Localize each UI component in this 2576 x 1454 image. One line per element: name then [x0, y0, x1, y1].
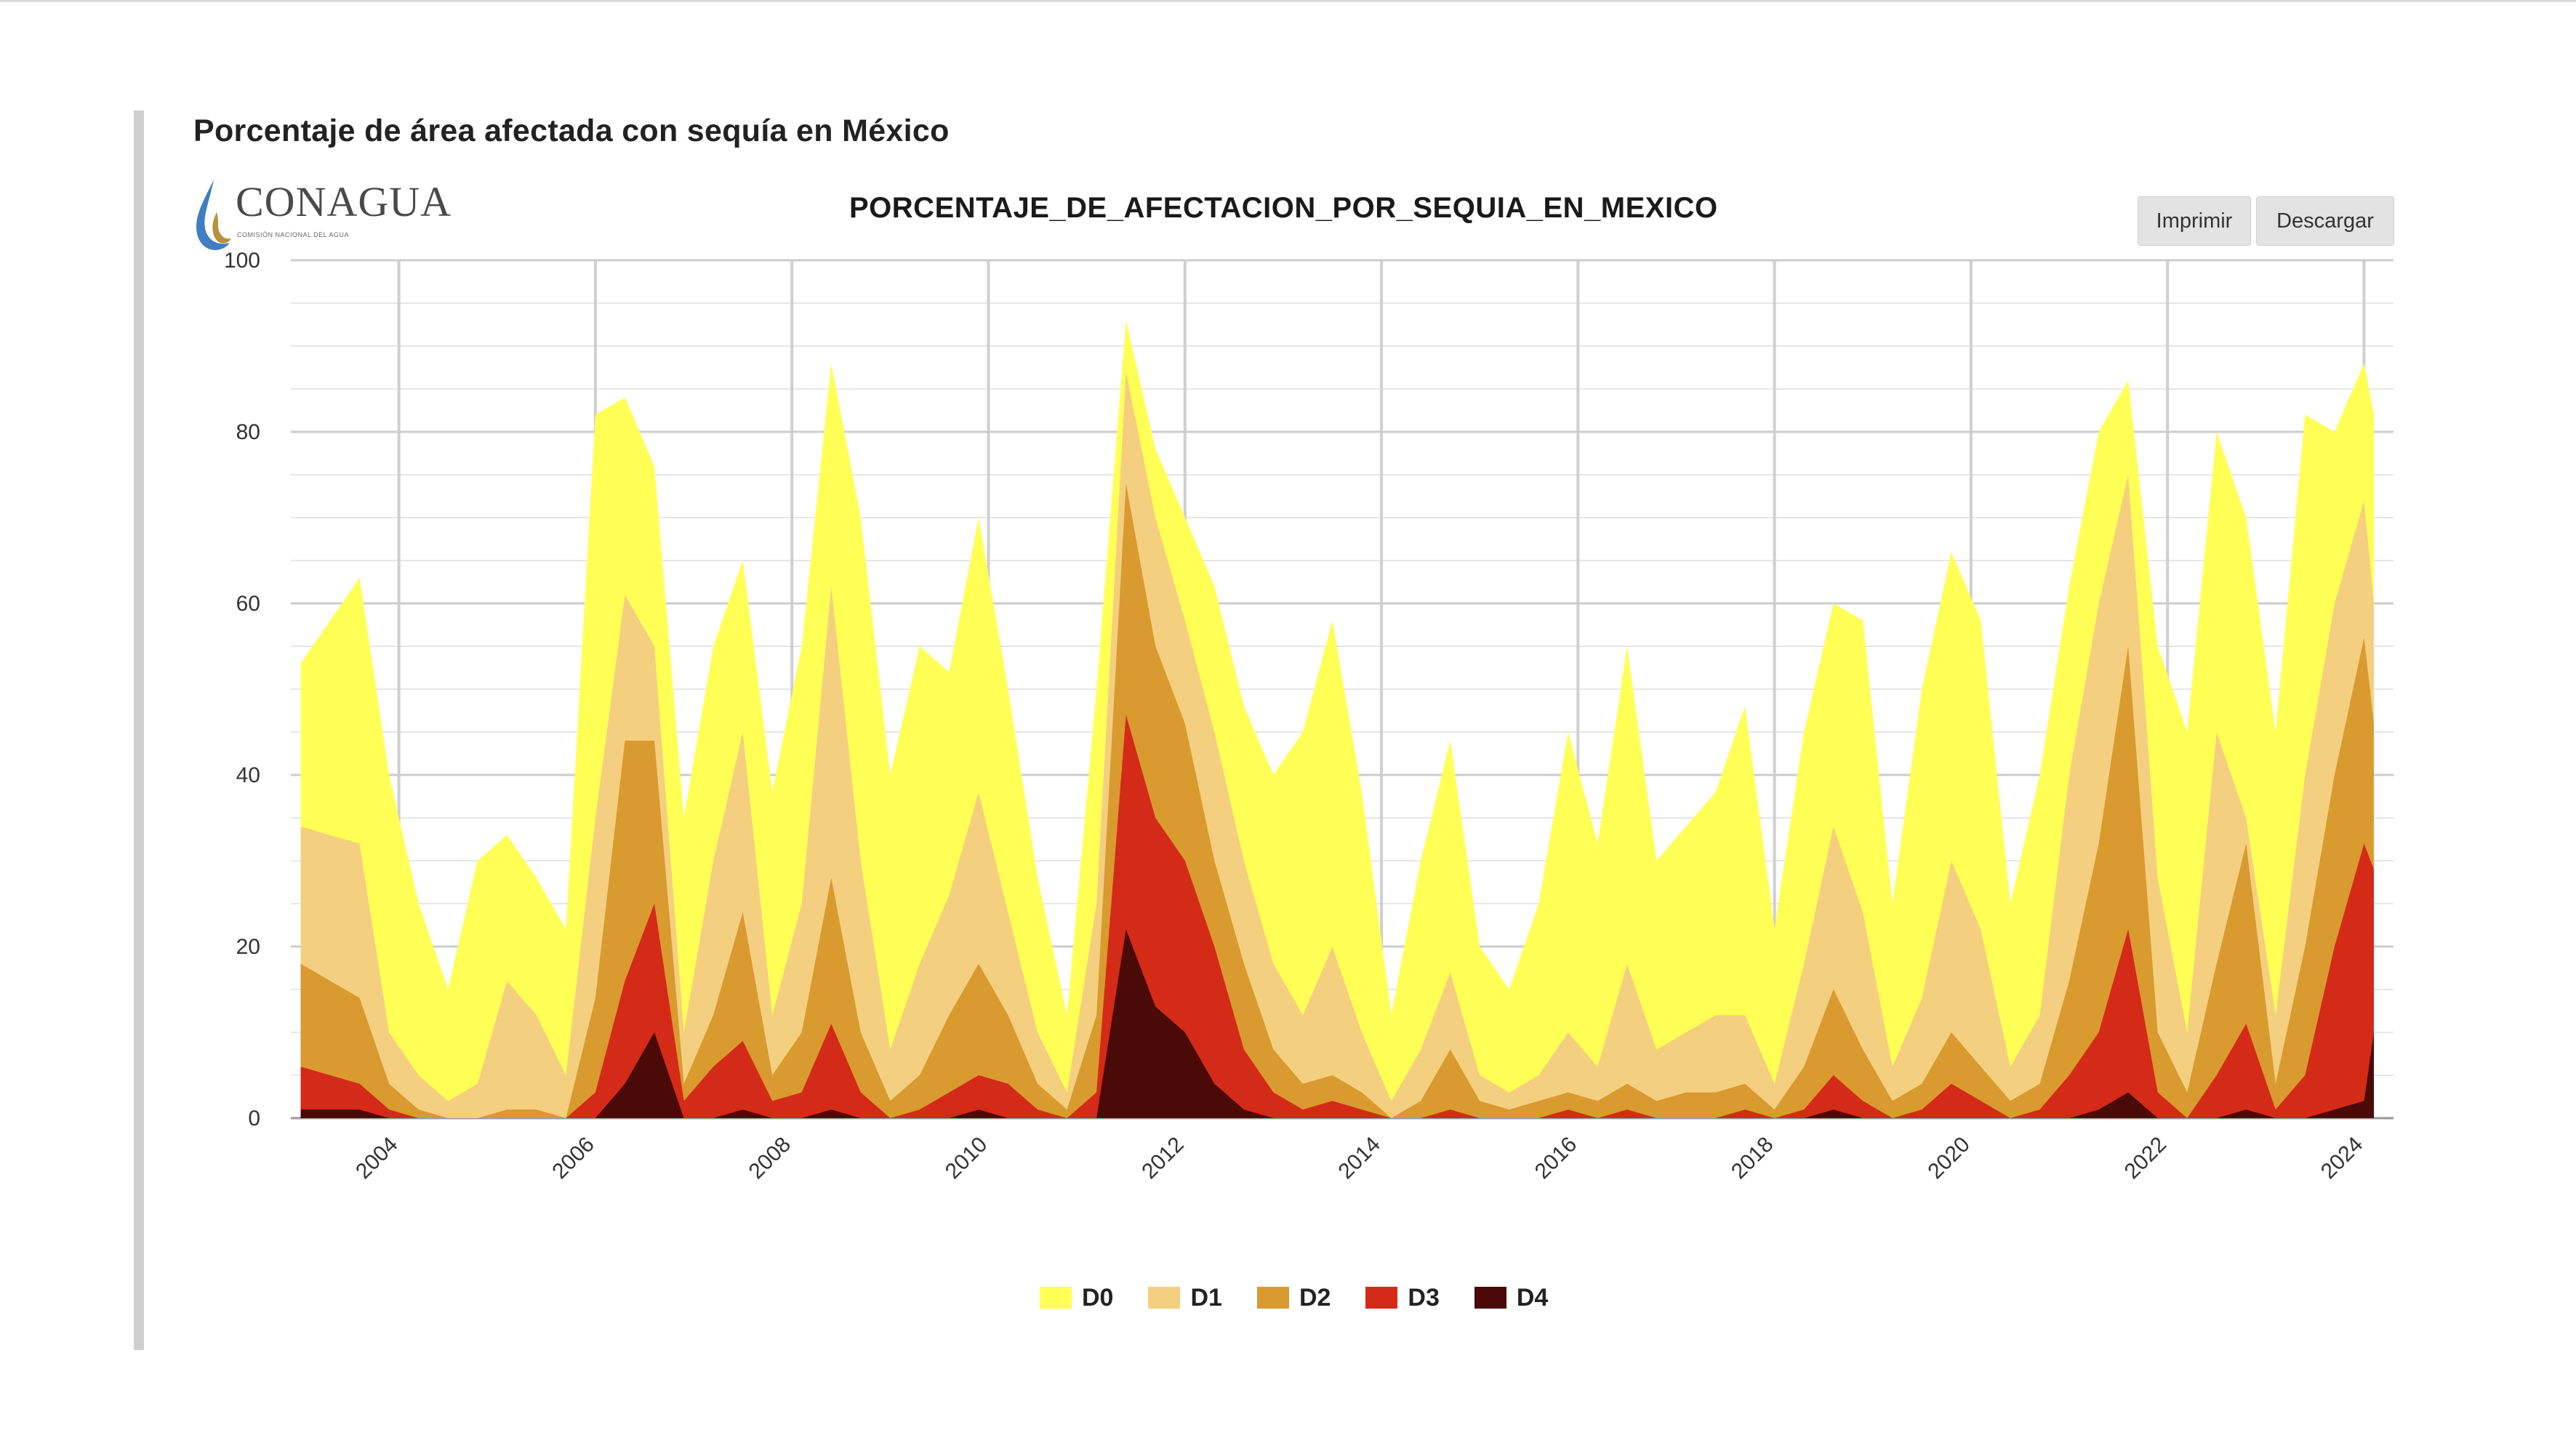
y-axis-ticks: 0 20 40 60 80 100 [224, 249, 260, 1130]
x-tick-label: 2006 [547, 1133, 599, 1184]
page-title: Porcentaje de área afectada con sequía e… [193, 113, 950, 148]
x-tick-label: 2016 [1530, 1133, 1582, 1184]
x-tick-label: 2020 [1923, 1133, 1975, 1184]
y-tick-label: 60 [236, 592, 260, 616]
legend-item-d2[interactable]: D2 [1256, 1283, 1331, 1312]
area-series-d1 [300, 371, 2374, 1118]
left-border-bar [134, 111, 144, 1350]
chart-legend: D0 D1 D2 D3 D4 [1040, 1280, 1583, 1316]
logo-subtitle: COMISIÓN NACIONAL DEL AGUA [237, 231, 349, 238]
x-tick-label: 2010 [941, 1133, 992, 1184]
legend-item-d3[interactable]: D3 [1365, 1283, 1440, 1312]
legend-swatch [1148, 1287, 1181, 1309]
legend-item-d4[interactable]: D4 [1474, 1284, 1548, 1312]
legend-label: D2 [1299, 1283, 1331, 1312]
legend-item-d1[interactable]: D1 [1148, 1283, 1222, 1312]
legend-swatch [1256, 1287, 1289, 1309]
y-tick-label: 20 [236, 935, 260, 959]
legend-swatch [1474, 1287, 1506, 1309]
legend-item-d0[interactable]: D0 [1040, 1284, 1113, 1312]
y-tick-label: 80 [236, 420, 260, 444]
legend-swatch [1365, 1287, 1398, 1309]
x-tick-label: 2012 [1137, 1133, 1189, 1184]
x-tick-label: 2004 [351, 1133, 403, 1184]
y-tick-label: 100 [224, 249, 260, 273]
legend-swatch [1040, 1287, 1072, 1309]
chart-areas [300, 320, 2374, 1119]
legend-label: D1 [1190, 1283, 1222, 1312]
x-axis-ticks: 2004 2006 2008 2010 2012 2014 2016 2018 2020 2022… [351, 1133, 2367, 1184]
logo-name: CONAGUA [236, 178, 452, 225]
x-tick-label: 2022 [2120, 1133, 2172, 1184]
area-series-d2 [300, 483, 2374, 1118]
top-divider [0, 0, 2576, 2]
water-drop-icon [196, 180, 231, 250]
x-tick-label: 2008 [745, 1133, 796, 1184]
legend-label: D3 [1408, 1283, 1440, 1312]
download-button[interactable]: Descargar [2256, 196, 2394, 246]
x-tick-label: 2024 [2316, 1133, 2368, 1184]
y-tick-label: 40 [236, 763, 260, 787]
x-tick-label: 2018 [1727, 1133, 1778, 1184]
x-tick-label: 2014 [1333, 1133, 1385, 1184]
print-button[interactable]: Imprimir [2138, 196, 2251, 246]
conagua-logo: CONAGUA COMISIÓN NACIONAL DEL AGUA [192, 176, 451, 256]
legend-label: D0 [1082, 1283, 1114, 1312]
y-tick-label: 0 [248, 1106, 260, 1130]
legend-label: D4 [1516, 1283, 1549, 1312]
chart-title: PORCENTAJE_DE_AFECTACION_POR_SEQUIA_EN_M… [849, 192, 1718, 224]
